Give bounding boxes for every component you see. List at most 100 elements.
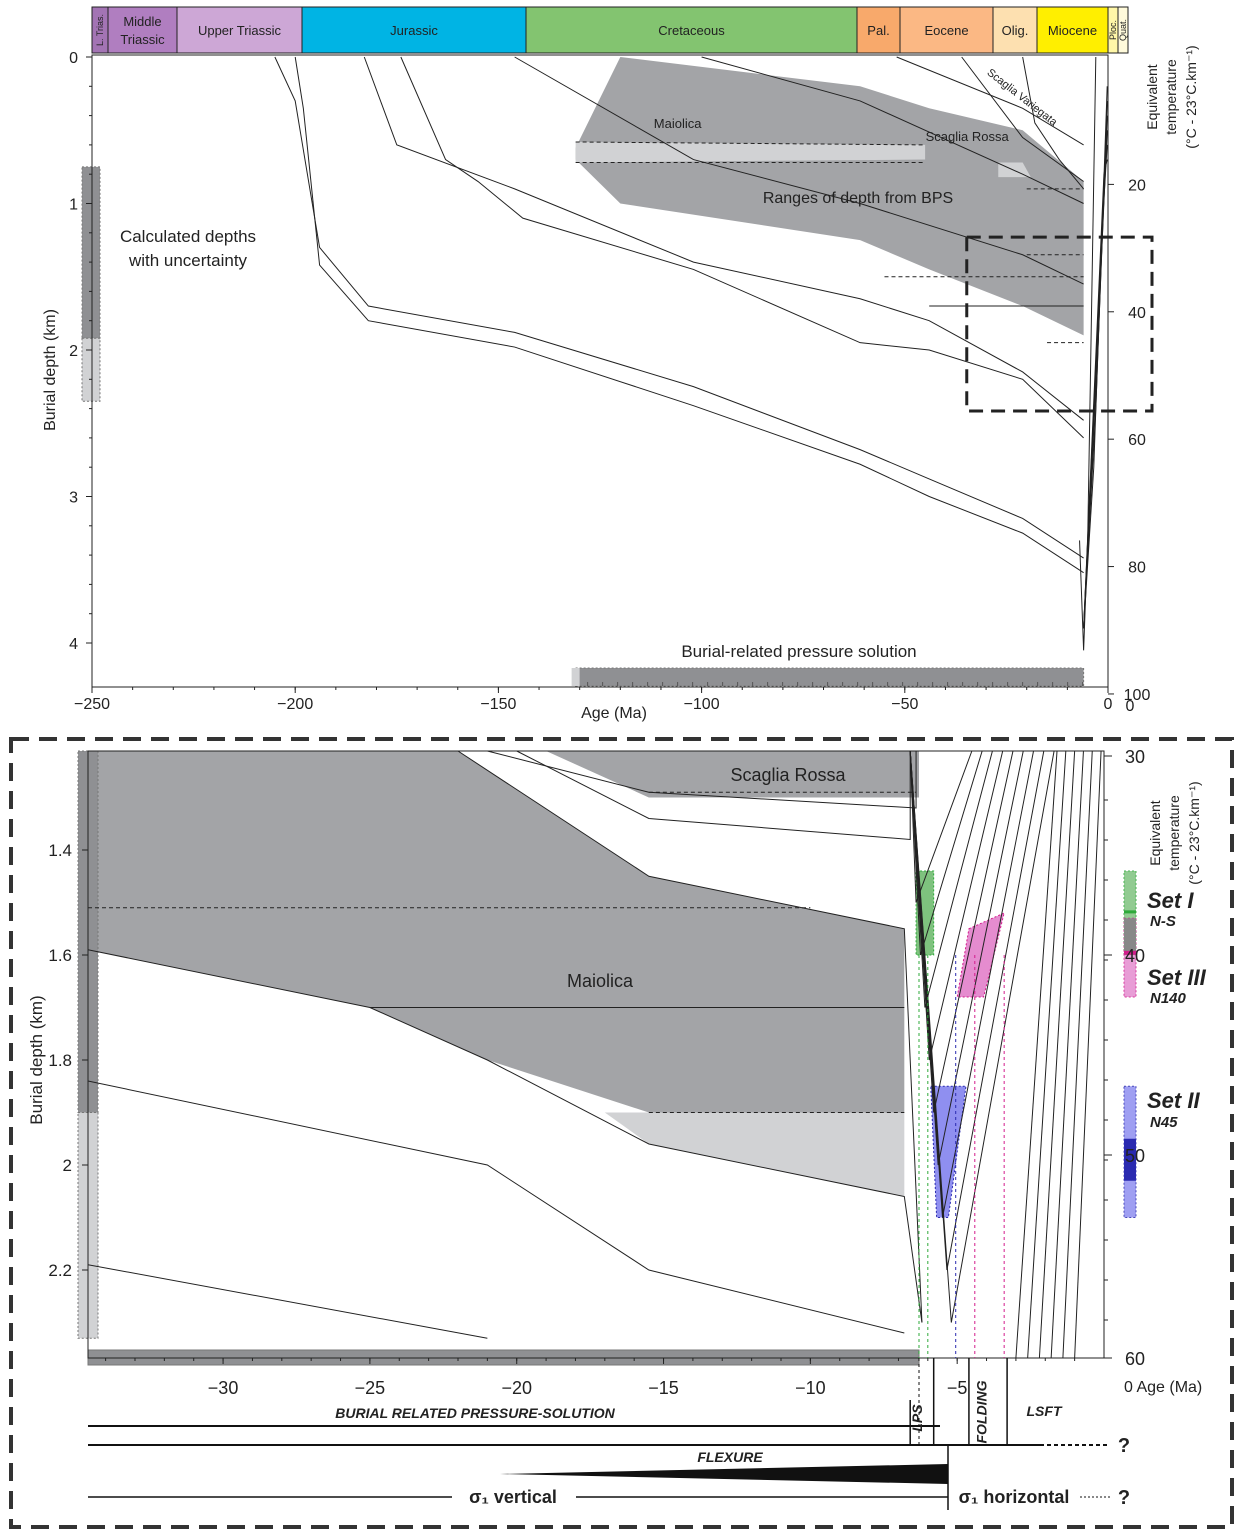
top-y2tick-label-3: 80 [1128, 560, 1146, 577]
zoom-exhumation-curve-9 [909, 750, 1055, 1323]
set2-core-bar [1124, 1138, 1136, 1181]
bot-xtick-label-1: −25 [355, 1378, 386, 1398]
label-bps-range: Ranges of depth from BPS [763, 190, 953, 207]
maiolica-light-band [575, 141, 926, 163]
burial-curve-6 [701, 56, 1084, 204]
label-maiolica-zoom: Maiolica [567, 971, 634, 991]
bot-y2tick-label-1: 40 [1125, 946, 1145, 966]
period-cell-11 [1117, 6, 1129, 54]
zoom-burial-curve-6 [87, 1264, 488, 1339]
period-label-2-b: Triassic [120, 32, 165, 47]
zoom-steep-line-5 [1062, 750, 1093, 1359]
top-y2label-2: temperature [1163, 59, 1179, 135]
flexure-wedge [500, 1464, 948, 1484]
set1-core-bar [1124, 910, 1136, 914]
label-bps-bar: Burial-related pressure solution [681, 642, 916, 661]
top-ytick-label-3: 3 [69, 490, 78, 507]
period-label-4: Jurassic [390, 23, 438, 38]
phase-flexure-label: FLEXURE [697, 1449, 763, 1465]
top-ytick-label-0: 0 [69, 50, 78, 67]
set-orientation-1: N-S [1150, 913, 1176, 930]
formation-boundary-dashed-1 [575, 141, 926, 146]
zoom-panel-frame [9, 737, 1234, 1529]
period-label-11: Quat. [1118, 19, 1128, 41]
period-label-10: Ploc. [1108, 20, 1118, 40]
zoom-steep-line-4 [1050, 750, 1084, 1359]
calc-depth-light-bar [81, 337, 101, 402]
bot-ytick-label-2: 1.8 [48, 1051, 72, 1070]
bot-xtick-label-5: −5 [947, 1378, 968, 1398]
burial-curve-7 [896, 56, 1084, 146]
top-xtick-label-1: −200 [277, 696, 313, 713]
zoom-burial-curve-1 [487, 750, 917, 809]
deepest-curve [1079, 56, 1097, 651]
bot-xtick-label-4: −10 [795, 1378, 826, 1398]
set-orientation-3: N45 [1150, 1114, 1178, 1131]
bot-y2label-1: Equivalent [1147, 800, 1163, 865]
label-calculated-depths-1: Calculated depths [120, 227, 256, 246]
label-scaglia-variegata: Scaglia Variegata [985, 67, 1060, 130]
period-label-8: Olig. [1002, 23, 1029, 38]
set-bar-overlap [1124, 918, 1136, 955]
period-cell-3 [176, 6, 303, 54]
top-y2tick-label-2: 60 [1128, 432, 1146, 449]
label-calculated-depths-2: with uncertainty [128, 251, 248, 270]
zoom-exhumation-curve-1 [909, 750, 973, 903]
phase-lps-label: LPS [909, 1404, 925, 1432]
period-cell-7 [899, 6, 994, 54]
set-name-3: Set II [1147, 1088, 1200, 1113]
zoom-steep-line-3 [1038, 750, 1076, 1359]
scaglia-rossa-area [546, 751, 920, 798]
top-ylabel: Burial depth (km) [42, 309, 59, 431]
period-label-5: Cretaceous [658, 23, 725, 38]
top-xtick-zero-dup: 0 [1126, 698, 1135, 715]
top-ytick-label-2: 2 [69, 343, 78, 360]
set-name-1: Set I [1147, 888, 1194, 913]
bot-y2tick-label-2: 50 [1125, 1146, 1145, 1166]
phase-unknown-2: ? [1118, 1487, 1130, 1509]
top-xlabel: Age (Ma) [581, 705, 647, 722]
top-xtick-label-4: −50 [891, 696, 918, 713]
burial-curve-3 [363, 56, 1084, 421]
burial-curve-5 [514, 56, 1084, 285]
bot-xlabel: 0 Age (Ma) [1124, 1379, 1202, 1396]
maiolica-area [88, 751, 905, 1113]
set-zone-2 [956, 912, 1005, 998]
top-chart: L. Trias. Middle Triassic Upper Triassic Jur… [42, 6, 1199, 722]
top-xtick-label-0: −250 [74, 696, 110, 713]
zoom-burial-curve-2 [516, 750, 911, 841]
bps-depth-range [575, 57, 1084, 336]
period-cell-4 [301, 6, 527, 54]
bot-xtick-label-2: −20 [501, 1378, 532, 1398]
period-cell-5 [525, 6, 858, 54]
phase-bps-label: BURIAL RELATED PRESSURE-SOLUTION [335, 1405, 615, 1421]
top-plot-frame [91, 54, 1109, 688]
zoom-steep-line-2 [1027, 750, 1067, 1359]
bot-ytick-label-3: 2 [63, 1156, 72, 1175]
bot-ylabel: Burial depth (km) [27, 995, 46, 1124]
young-curve [1022, 56, 1085, 190]
burial-curve-2 [294, 56, 1084, 574]
bot-xtick-label-0: −30 [208, 1378, 239, 1398]
period-label-7: Eocene [924, 23, 968, 38]
period-label-2-a: Middle [123, 14, 161, 29]
exhumation-curve-6 [1083, 86, 1108, 629]
top-y2label-1: Equivalent [1144, 64, 1160, 129]
period-label-3: Upper Triassic [198, 23, 282, 38]
top-y2tick-label-1: 40 [1128, 305, 1146, 322]
bot-xtick-label-3: −15 [648, 1378, 679, 1398]
period-label-1: L. Trias. [95, 14, 105, 46]
top-xtick-label-2: −150 [480, 696, 516, 713]
zoom-burial-curve-4 [87, 949, 923, 1323]
set-zone-3 [930, 1085, 967, 1218]
top-y2tick-label-0: 20 [1128, 177, 1146, 194]
phase-folding-label: FOLDING [974, 1380, 990, 1443]
bottom-chart: Scaglia Rossa Maiolica Set IN-S Set IIIN140… [27, 747, 1207, 1510]
bot-ytick-label-0: 1.4 [48, 841, 72, 860]
label-scaglia-rossa-top: Scaglia Rossa [926, 129, 1010, 144]
period-label-6: Pal. [867, 23, 889, 38]
top-ytick-label-4: 4 [69, 636, 78, 653]
zoom-burial-curve-5 [87, 1080, 905, 1334]
set-orientation-2: N140 [1150, 990, 1187, 1007]
sigma-vertical-label: σ₁ vertical [469, 1487, 557, 1507]
